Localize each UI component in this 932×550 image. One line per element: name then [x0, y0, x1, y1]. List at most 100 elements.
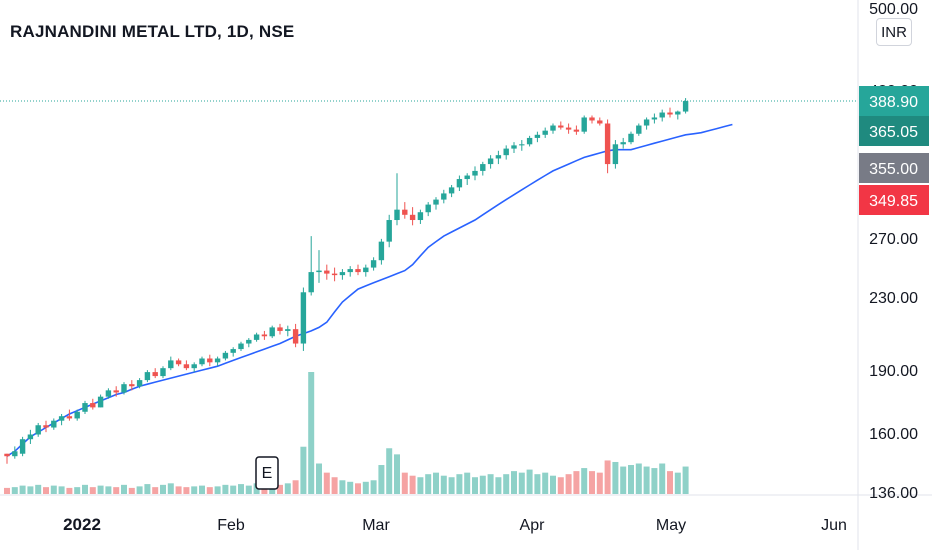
candle[interactable]: [19, 436, 26, 457]
candle[interactable]: [105, 388, 112, 399]
candle[interactable]: [526, 135, 533, 147]
candle[interactable]: [285, 325, 291, 337]
candle[interactable]: [355, 264, 361, 276]
candle[interactable]: [565, 123, 572, 134]
candle[interactable]: [51, 418, 57, 430]
candle[interactable]: [503, 145, 509, 160]
candle[interactable]: [394, 173, 400, 226]
candle[interactable]: [667, 107, 673, 118]
candle[interactable]: [675, 110, 681, 120]
candle[interactable]: [472, 166, 478, 181]
candle[interactable]: [160, 366, 166, 379]
candle[interactable]: [277, 323, 283, 335]
candle[interactable]: [12, 446, 18, 459]
candle[interactable]: [612, 140, 619, 169]
candle[interactable]: [589, 115, 595, 124]
candle[interactable]: [261, 330, 268, 340]
candle[interactable]: [230, 347, 236, 357]
candle[interactable]: [495, 150, 502, 165]
volume-bar: [370, 480, 377, 494]
candle[interactable]: [129, 380, 135, 391]
candle[interactable]: [636, 123, 642, 136]
candle[interactable]: [339, 269, 346, 280]
candle[interactable]: [519, 140, 525, 151]
candle[interactable]: [651, 113, 658, 124]
candle[interactable]: [604, 119, 611, 174]
candle[interactable]: [456, 175, 463, 191]
price-tag-bg: [859, 86, 929, 116]
candle[interactable]: [308, 236, 314, 296]
candle[interactable]: [324, 264, 330, 280]
candle[interactable]: [409, 207, 416, 226]
candle[interactable]: [4, 453, 10, 464]
candle[interactable]: [222, 350, 229, 361]
candle[interactable]: [573, 125, 580, 135]
candle[interactable]: [441, 189, 447, 204]
candle[interactable]: [417, 209, 424, 224]
candle[interactable]: [66, 409, 73, 421]
candle[interactable]: [347, 266, 353, 277]
candle[interactable]: [300, 287, 307, 351]
candle[interactable]: [316, 250, 322, 283]
candle[interactable]: [90, 398, 96, 410]
candle[interactable]: [487, 155, 494, 169]
candle[interactable]: [425, 202, 431, 217]
candle[interactable]: [214, 356, 221, 367]
candle[interactable]: [113, 386, 119, 397]
candle[interactable]: [448, 184, 455, 198]
candle[interactable]: [433, 197, 439, 210]
candle[interactable]: [378, 238, 385, 265]
candle[interactable]: [480, 161, 486, 176]
candle[interactable]: [542, 127, 548, 138]
candle[interactable]: [199, 356, 205, 367]
candle-body: [386, 220, 392, 242]
candle[interactable]: [363, 264, 369, 277]
volume-bar: [464, 472, 471, 494]
candle[interactable]: [620, 137, 626, 149]
candle[interactable]: [550, 123, 556, 134]
candle[interactable]: [175, 358, 182, 367]
volume-bar: [472, 477, 478, 494]
candle[interactable]: [246, 338, 252, 348]
candle[interactable]: [35, 422, 41, 437]
candle[interactable]: [191, 362, 197, 373]
candle[interactable]: [238, 341, 244, 351]
candle[interactable]: [253, 332, 260, 342]
candle[interactable]: [534, 131, 541, 143]
candle[interactable]: [511, 142, 517, 153]
candle[interactable]: [682, 98, 689, 114]
candle[interactable]: [628, 131, 634, 145]
candle[interactable]: [402, 202, 408, 219]
candle[interactable]: [144, 370, 151, 383]
candle[interactable]: [43, 420, 49, 433]
candle[interactable]: [659, 109, 665, 122]
candle[interactable]: [370, 257, 377, 271]
candle[interactable]: [58, 413, 65, 426]
volume-bar: [128, 487, 135, 494]
candle[interactable]: [152, 368, 158, 379]
candle[interactable]: [121, 382, 127, 395]
candle[interactable]: [97, 394, 104, 408]
currency-button[interactable]: INR: [876, 18, 912, 46]
candle[interactable]: [183, 360, 190, 371]
candle[interactable]: [82, 400, 88, 414]
candle[interactable]: [464, 173, 470, 185]
candle[interactable]: [597, 117, 603, 126]
candle[interactable]: [292, 323, 299, 348]
candle-body: [308, 272, 314, 293]
candle[interactable]: [136, 378, 143, 389]
candle[interactable]: [74, 409, 80, 421]
candle[interactable]: [581, 115, 587, 134]
candle[interactable]: [331, 267, 338, 282]
candle[interactable]: [207, 354, 213, 367]
candle[interactable]: [27, 429, 34, 444]
candle[interactable]: [386, 214, 392, 248]
earnings-event-marker[interactable]: E: [255, 456, 279, 490]
candle-body: [339, 272, 346, 276]
candle[interactable]: [643, 117, 650, 130]
candle[interactable]: [558, 121, 564, 130]
candle[interactable]: [269, 325, 275, 339]
candle-body: [409, 214, 416, 221]
candle[interactable]: [168, 356, 174, 371]
